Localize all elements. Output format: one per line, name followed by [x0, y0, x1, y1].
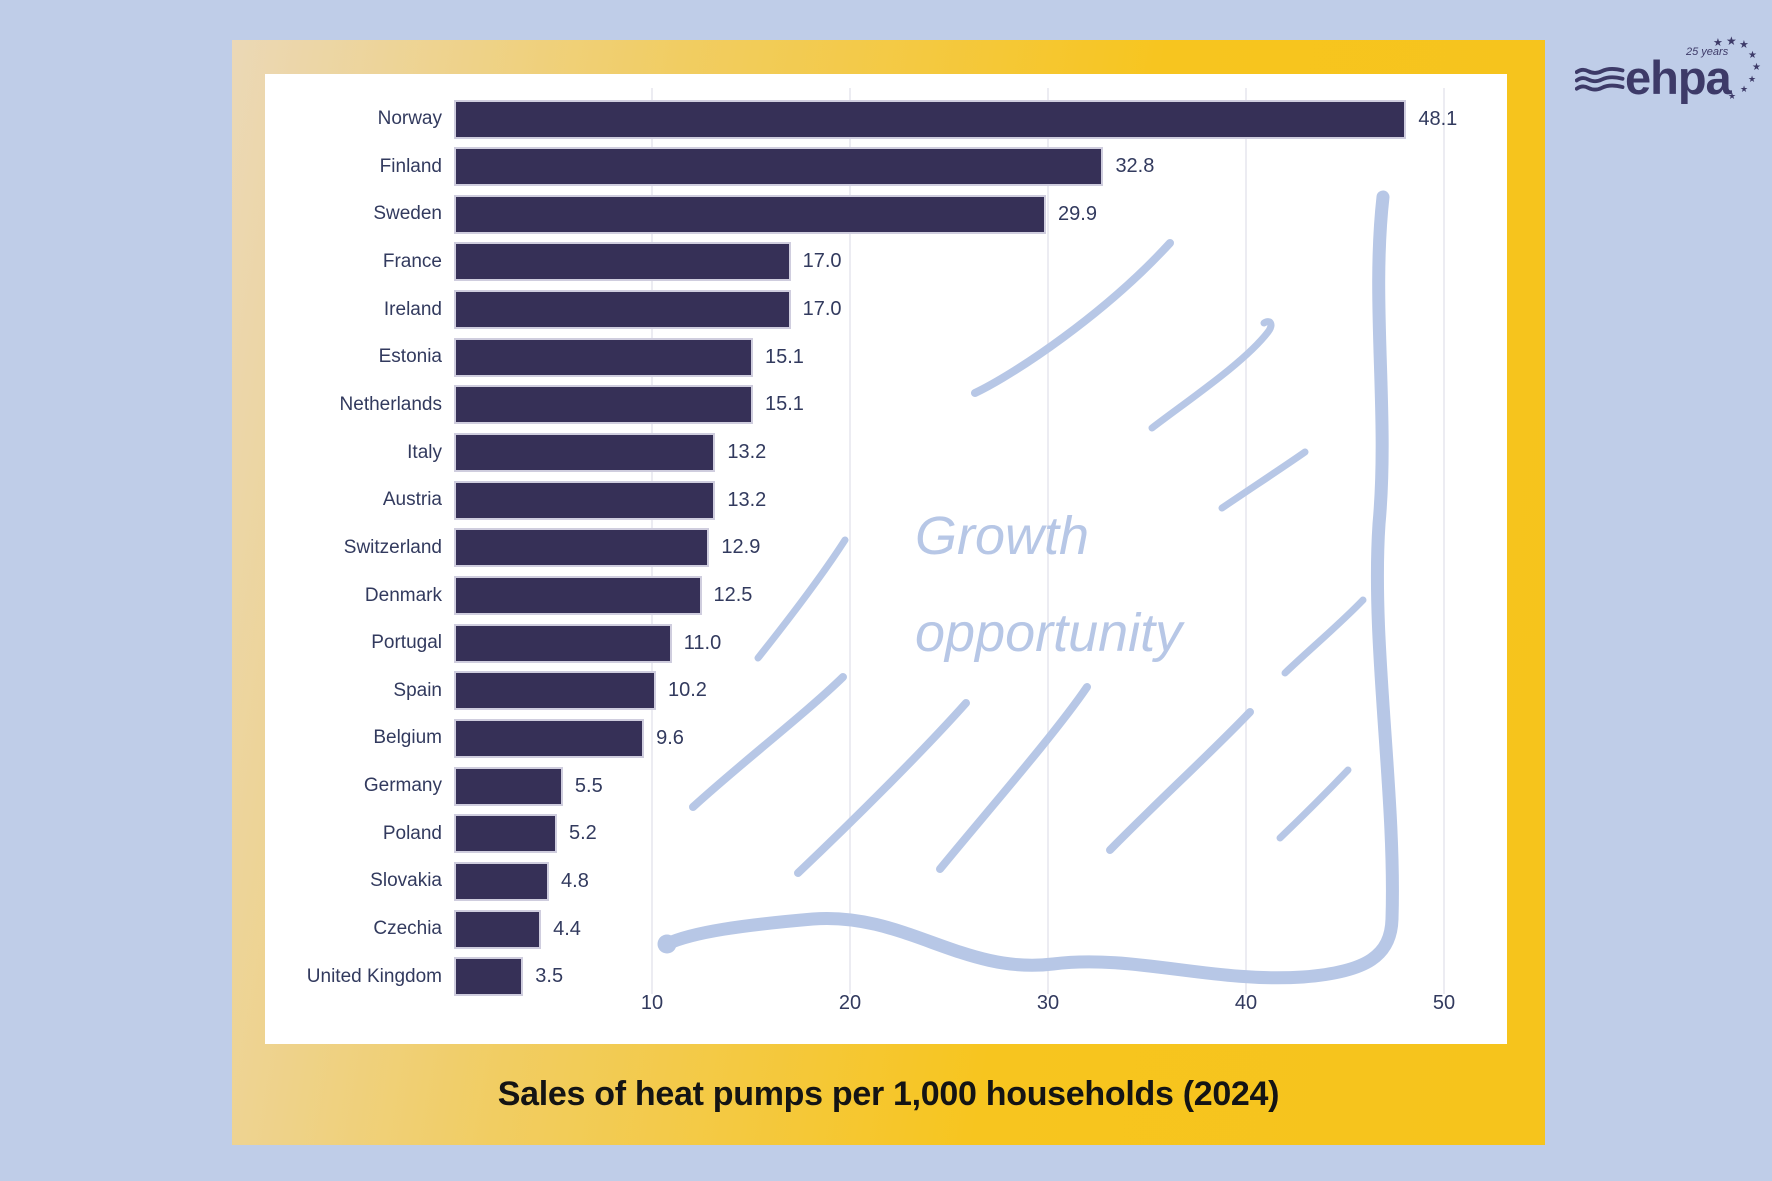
country-label: Denmark: [364, 584, 442, 606]
x-axis-tick: 30: [1036, 992, 1060, 1014]
value-bar: [454, 957, 524, 997]
value-bar: [454, 385, 753, 425]
star-icon: [1728, 92, 1736, 101]
value-label: 3.5: [535, 965, 564, 988]
value-label: 4.4: [553, 917, 581, 940]
lasso-end-blob: [657, 934, 677, 954]
value-label: 13.2: [727, 488, 767, 511]
watermark-line1: Growth: [915, 506, 1090, 566]
value-label: 4.8: [561, 869, 589, 892]
hatch-stroke: [971, 239, 1174, 397]
value-label: 9.6: [656, 726, 684, 749]
value-bar: [454, 194, 1047, 234]
value-bar: [454, 814, 557, 854]
country-label: Germany: [363, 775, 442, 797]
value-bar: [454, 576, 702, 615]
value-bar: [454, 242, 791, 282]
logo-brand: ehpa: [1625, 51, 1732, 104]
chart-card: Growth opportunity 10 20 30 40 50 Norway 48.1 F…: [232, 40, 1545, 1145]
country-label: Portugal: [371, 632, 442, 654]
country-label: Estonia: [378, 346, 442, 368]
country-label: Spain: [393, 679, 442, 701]
value-label: 5.2: [568, 822, 597, 845]
value-label: 17.0: [802, 250, 842, 273]
value-bar: [454, 766, 563, 806]
value-label: 32.8: [1115, 155, 1155, 178]
x-axis-tick: 50: [1432, 992, 1456, 1014]
country-label: France: [382, 250, 442, 272]
star-icon: [1748, 75, 1756, 84]
ehpa-logo: ehpa 25 years: [1575, 30, 1772, 114]
hatch-stroke: [1276, 766, 1352, 842]
value-label: 12.9: [721, 536, 761, 559]
hatch-stroke: [754, 536, 849, 662]
country-label: Czechia: [373, 918, 442, 940]
x-axis-tick: 40: [1234, 992, 1258, 1014]
value-label: 29.9: [1058, 202, 1097, 225]
country-label: Ireland: [383, 298, 442, 320]
hatch-stroke: [689, 673, 847, 811]
value-bar: [454, 147, 1104, 187]
hatch-stroke: [936, 683, 1091, 873]
logo-tagline: 25 years: [1686, 46, 1729, 58]
star-icon: [1713, 38, 1723, 49]
gridline: [1443, 88, 1445, 994]
country-label: Netherlands: [339, 393, 442, 415]
country-label: Poland: [382, 822, 442, 844]
value-bar: [454, 909, 542, 949]
star-icon: [1752, 63, 1761, 73]
value-bar: [454, 99, 1407, 139]
value-bar: [454, 718, 645, 758]
hatch-stroke: [1106, 708, 1254, 854]
chart-area: Growth opportunity 10 20 30 40 50 Norway 48.1 F…: [265, 74, 1507, 1044]
watermark-line2: opportunity: [915, 603, 1183, 663]
star-icon: [1726, 35, 1737, 47]
watermark-text: Growth opportunity: [915, 488, 1182, 682]
country-label: Italy: [407, 441, 442, 463]
value-label: 48.1: [1418, 107, 1458, 130]
value-label: 5.5: [574, 774, 603, 797]
country-label: Norway: [377, 108, 442, 129]
country-label: United Kingdom: [306, 965, 442, 987]
country-label: Sweden: [373, 203, 442, 225]
country-label: Belgium: [373, 727, 442, 749]
value-label: 17.0: [802, 298, 842, 321]
value-bar: [454, 671, 656, 711]
value-bar: [454, 528, 710, 568]
value-bar: [454, 290, 791, 330]
country-label: Switzerland: [343, 536, 442, 558]
value-label: 10.2: [667, 679, 707, 702]
country-label: Austria: [382, 489, 442, 511]
hatch-stroke: [1218, 448, 1309, 512]
value-bar: [454, 337, 753, 377]
gridline: [1245, 88, 1247, 994]
value-label: 13.2: [727, 441, 767, 464]
value-bar: [454, 480, 716, 520]
x-axis-tick: 10: [640, 992, 664, 1014]
country-label: Finland: [379, 155, 442, 177]
star-icon: [1740, 85, 1748, 94]
value-label: 15.1: [764, 393, 804, 416]
value-label: 12.5: [713, 584, 753, 606]
star-icon: [1748, 51, 1757, 61]
value-bar: [454, 861, 550, 901]
hatch-stroke: [1281, 596, 1367, 677]
value-bar: [454, 623, 672, 663]
country-label: Slovakia: [370, 870, 442, 892]
chart-title: Sales of heat pumps per 1,000 households…: [497, 1075, 1280, 1113]
value-label: 11.0: [683, 631, 722, 654]
hatch-stroke: [1148, 318, 1275, 432]
x-axis-tick: 20: [838, 992, 862, 1014]
hatch-stroke: [794, 699, 970, 877]
waves-icon: [1575, 67, 1625, 92]
value-bar: [454, 433, 716, 473]
value-label: 15.1: [764, 345, 804, 368]
